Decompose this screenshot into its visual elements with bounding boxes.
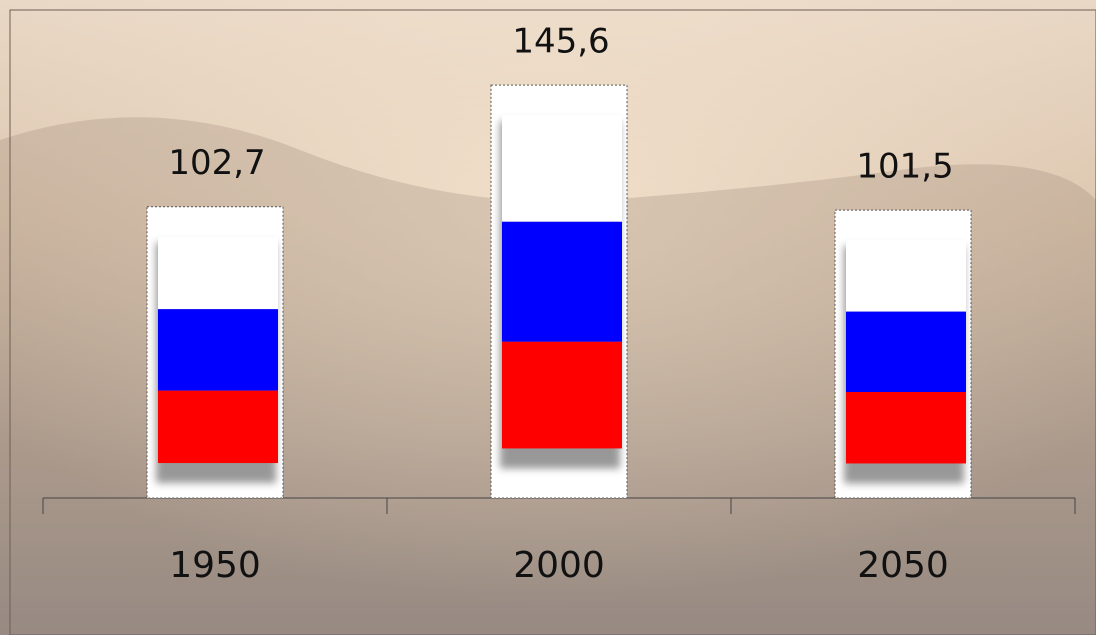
x-tick-label: 2050 — [857, 545, 949, 586]
flag-stripe — [846, 311, 966, 392]
flag-stripe — [502, 341, 622, 449]
flag-stripe — [846, 240, 966, 312]
x-tick-label: 1950 — [169, 545, 261, 586]
value-label: 101,5 — [856, 147, 953, 187]
flag-stripe — [502, 115, 622, 222]
value-label: 145,6 — [512, 22, 609, 62]
x-tick-label: 2000 — [513, 545, 605, 586]
flag-stripe — [846, 391, 966, 464]
value-label: 102,7 — [168, 143, 265, 183]
flag-stripe — [158, 309, 278, 391]
plot-area: 1950 102,7 2000 145,6 2050 101,5 — [42, 22, 1076, 586]
flag-stripe — [158, 390, 278, 464]
flag-stripe — [502, 221, 622, 342]
frame — [9, 9, 1096, 635]
flag-stripe — [158, 236, 278, 310]
